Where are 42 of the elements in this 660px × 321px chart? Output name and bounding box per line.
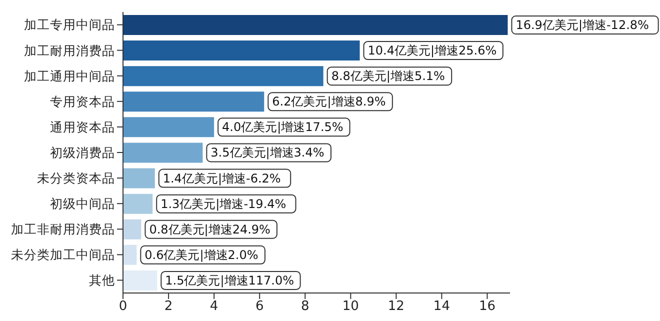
- y-tick-label: 加工耐用消费品: [24, 42, 115, 58]
- bar: [123, 66, 324, 86]
- data-label: 1.5亿美元|增速117.0%: [165, 273, 294, 288]
- y-tick-label: 通用资本品: [50, 119, 115, 134]
- data-label: 8.8亿美元|增速5.1%: [331, 69, 445, 84]
- data-label: 1.4亿美元|增速-6.2%: [162, 171, 281, 186]
- x-tick-label: 12: [388, 299, 404, 314]
- data-label: 0.8亿美元|增速24.9%: [149, 222, 270, 236]
- bar: [123, 219, 142, 240]
- x-tick-label: 0: [118, 299, 128, 314]
- y-tick-label: 加工通用中间品: [24, 68, 115, 84]
- bar: [123, 142, 203, 163]
- x-tick-label: 2: [164, 299, 173, 314]
- data-label: 4.0亿美元|增速17.5%: [222, 120, 344, 134]
- x-tick-label: 14: [433, 299, 450, 314]
- bar: [123, 168, 155, 188]
- data-label: 1.3亿美元|增速-19.4%: [160, 196, 286, 211]
- x-tick-label: 4: [210, 299, 218, 314]
- data-label: 10.4亿美元|增速25.6%: [368, 44, 497, 58]
- y-tick-label: 初级中间品: [50, 196, 115, 212]
- data-label: 6.2亿美元|增速8.9%: [272, 94, 386, 109]
- y-tick-label: 未分类加工中间品: [11, 247, 115, 262]
- y-tick-label: 未分类资本品: [37, 170, 115, 186]
- bar: [123, 194, 153, 214]
- x-tick-label: 10: [342, 299, 359, 314]
- x-tick-label: 8: [300, 299, 310, 314]
- bar: [123, 244, 137, 265]
- bar: [123, 117, 214, 138]
- y-tick-label: 初级消费品: [50, 144, 115, 160]
- bar: [123, 15, 508, 35]
- x-tick-label: 16: [478, 299, 496, 314]
- bar: [123, 270, 158, 290]
- bar: [123, 40, 360, 61]
- data-label: 16.9亿美元|增速-12.8%: [516, 18, 649, 32]
- data-label: 0.6亿美元|增速2.0%: [144, 248, 258, 262]
- x-tick-label: 6: [255, 299, 264, 314]
- y-tick-label: 加工非耐用消费品: [11, 222, 115, 237]
- bar: [123, 92, 264, 112]
- y-tick-label: 专用资本品: [50, 94, 115, 109]
- data-label: 3.5亿美元|增速3.4%: [210, 146, 324, 160]
- y-tick-label: 加工专用中间品: [24, 17, 115, 32]
- y-tick-label: 其他: [89, 272, 115, 288]
